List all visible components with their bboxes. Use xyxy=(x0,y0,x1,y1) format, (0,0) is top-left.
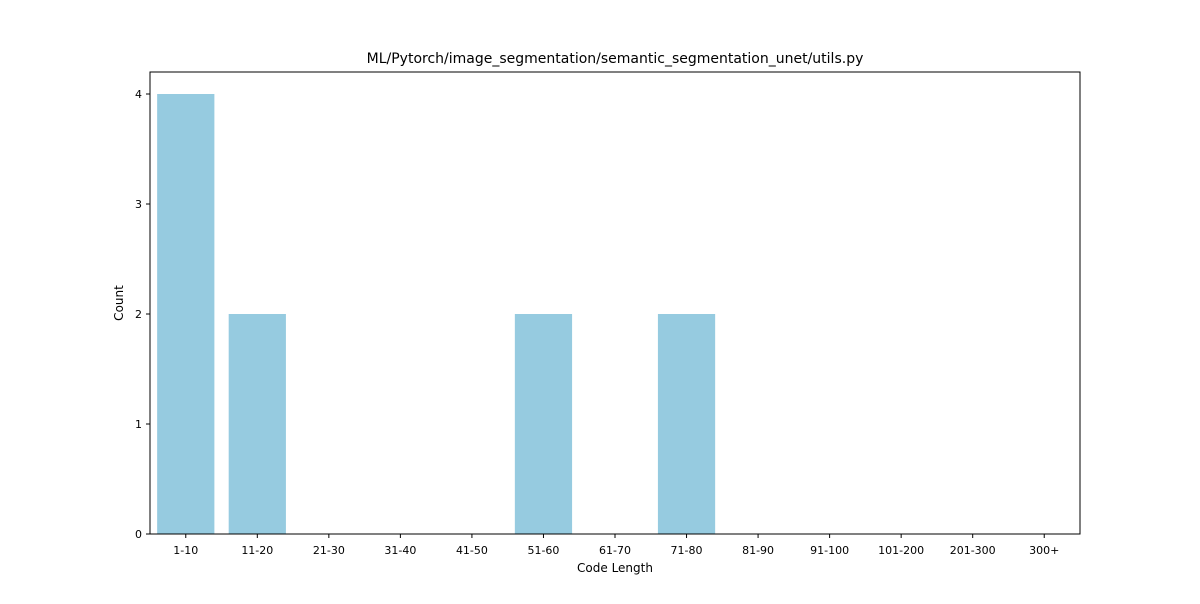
x-tick-label: 51-60 xyxy=(527,544,559,557)
y-tick-label: 2 xyxy=(135,308,142,321)
x-tick-label: 11-20 xyxy=(241,544,273,557)
x-axis-label: Code Length xyxy=(577,561,653,575)
y-tick-label: 4 xyxy=(135,88,142,101)
x-tick-label: 91-100 xyxy=(810,544,849,557)
y-tick-label: 0 xyxy=(135,528,142,541)
x-tick-label: 201-300 xyxy=(950,544,996,557)
plot-frame xyxy=(149,71,1081,535)
y-axis-label: Count xyxy=(112,285,126,321)
x-tick-label: 71-80 xyxy=(671,544,703,557)
x-tick-label: 31-40 xyxy=(384,544,416,557)
y-axis-ticks: 0 1 2 3 4 xyxy=(135,88,150,541)
bar-11-20 xyxy=(228,314,286,534)
x-tick-label: 101-200 xyxy=(878,544,924,557)
x-tick-label: 1-10 xyxy=(173,544,198,557)
y-tick-label: 3 xyxy=(135,198,142,211)
bars-layer xyxy=(157,94,716,534)
x-tick-label: 300+ xyxy=(1029,544,1059,557)
x-tick-label: 81-90 xyxy=(742,544,774,557)
x-tick-label: 21-30 xyxy=(313,544,345,557)
y-tick-label: 1 xyxy=(135,418,142,431)
bar-71-80 xyxy=(657,314,716,534)
chart-title: ML/Pytorch/image_segmentation/semantic_s… xyxy=(367,51,864,67)
x-tick-label: 41-50 xyxy=(456,544,488,557)
bar-1-10 xyxy=(157,94,215,534)
x-tick-label: 61-70 xyxy=(599,544,631,557)
x-axis-ticks: 1-10 11-20 21-30 31-40 41-50 51-60 61-70 71-80 8… xyxy=(173,534,1059,557)
bar-51-60 xyxy=(514,314,573,534)
